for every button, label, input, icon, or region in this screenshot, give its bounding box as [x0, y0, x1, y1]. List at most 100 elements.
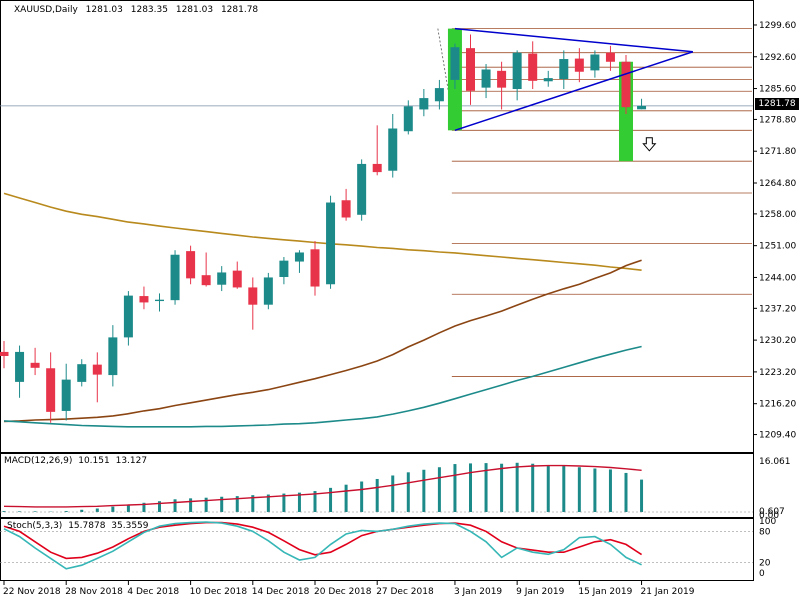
candle-body — [559, 59, 569, 80]
date-tick-label: 4 Dec 2018 — [127, 587, 179, 597]
stoch-pane[interactable] — [0, 518, 754, 581]
macd-histogram-bar — [329, 487, 333, 512]
candle-body — [279, 260, 289, 277]
candle-body — [263, 277, 273, 305]
macd-label: MACD(12,26,9) — [4, 456, 73, 466]
candle-body — [637, 105, 647, 110]
stoch-signal-value: 35.3559 — [111, 521, 149, 531]
date-tick-label: 9 Jan 2019 — [516, 587, 564, 597]
price-tick-label: 1285.60 — [759, 85, 796, 95]
macd-histogram-bar — [251, 495, 255, 512]
macd-histogram-bar — [577, 467, 581, 512]
macd-histogram-bar — [297, 492, 301, 512]
candle-body — [590, 54, 600, 71]
macd-histogram-bar — [375, 478, 379, 512]
macd-histogram-bar — [562, 465, 566, 512]
macd-histogram-bar — [469, 463, 472, 512]
price-tick-label: 1299.60 — [759, 21, 796, 31]
macd-signal-line — [3, 464, 642, 508]
candle-body — [450, 47, 460, 80]
candle-body — [155, 299, 164, 302]
high-value: 1283.35 — [130, 5, 168, 15]
candle-body — [605, 52, 615, 62]
candle-body — [201, 275, 211, 286]
stoch-tick-label: 20 — [759, 559, 771, 569]
candle-body — [466, 48, 475, 91]
macd-histogram-bar — [608, 469, 612, 512]
macd-histogram-bar — [593, 468, 597, 512]
candle-body — [574, 58, 584, 72]
macd-histogram-bar — [391, 475, 395, 512]
candle-body — [0, 351, 9, 357]
macd-histogram-bar — [406, 472, 410, 512]
candle-body — [46, 368, 56, 412]
stoch-tick-label: 80 — [759, 527, 771, 537]
macd-header: MACD(12,26,9) 10.151 13.127 — [4, 456, 152, 467]
candle-body — [30, 362, 40, 368]
ma-mid-line — [3, 259, 642, 423]
macd-tick-label: 0.00 — [759, 511, 779, 521]
candle-body — [512, 52, 522, 90]
candle-body — [139, 296, 149, 303]
stoch-tick-label: 100 — [759, 517, 776, 527]
candle-body — [434, 88, 444, 102]
macd-histogram-bar — [204, 497, 208, 512]
date-tick-label: 15 Jan 2019 — [578, 587, 632, 597]
macd-histogram-bar — [282, 493, 286, 512]
stoch-header: Stoch(5,3,3) 15.7878 35.3559 — [7, 521, 154, 532]
macd-histogram-bar — [33, 511, 37, 512]
macd-histogram-bar — [266, 494, 270, 512]
price-tick-label: 1258.00 — [759, 210, 796, 220]
macd-histogram-bar — [189, 498, 193, 512]
stoch-main-value: 15.7878 — [68, 521, 106, 531]
price-tick-label: 1216.20 — [759, 400, 796, 410]
candle-body — [170, 254, 180, 301]
candle-body — [108, 337, 118, 376]
ma-slow-line — [3, 192, 642, 271]
macd-histogram-bar — [640, 479, 644, 512]
macd-histogram-bar — [546, 465, 550, 512]
symbol-name: XAUUSD,Daily — [14, 5, 78, 15]
macd-histogram-bar — [111, 506, 115, 512]
ma-fast-line — [3, 345, 642, 428]
macd-tick-label: 16.061 — [759, 457, 791, 467]
macd-histogram-bar — [126, 504, 130, 512]
macd-histogram-bar — [2, 511, 6, 512]
macd-histogram-bar — [500, 463, 504, 512]
candle-body — [61, 379, 71, 411]
candle-body — [294, 252, 304, 262]
candle-body — [543, 78, 553, 82]
stoch-tick-label: 0 — [759, 569, 765, 579]
date-tick-label: 20 Dec 2018 — [314, 587, 372, 597]
symbol-header: XAUUSD,Daily 1281.03 1283.35 1281.03 128… — [14, 5, 263, 16]
date-tick-label: 21 Jan 2019 — [641, 587, 695, 597]
price-tick-label: 1271.80 — [759, 147, 796, 157]
triangle-upper-line — [454, 27, 693, 53]
price-tick-label: 1292.60 — [759, 53, 796, 63]
candle-body — [217, 272, 227, 285]
macd-histogram-bar — [64, 511, 68, 512]
candle-body — [15, 351, 25, 382]
macd-histogram-bar — [624, 472, 628, 512]
price-tick-label: 1230.20 — [759, 336, 796, 346]
macd-histogram-bar — [313, 491, 317, 512]
macd-histogram-bar — [422, 469, 426, 512]
date-tick-label: 28 Nov 2018 — [65, 587, 123, 597]
macd-plot — [0, 462, 753, 513]
macd-histogram-bar — [142, 502, 146, 512]
candle-body — [388, 128, 398, 171]
candle-body — [419, 98, 429, 110]
macd-histogram-bar — [515, 462, 519, 512]
price-plot — [0, 27, 753, 428]
candle-body — [403, 106, 413, 132]
stoch-main-line — [3, 521, 642, 570]
candle-body — [621, 61, 631, 108]
candle-body — [528, 53, 538, 81]
macd-histogram-bar — [235, 496, 239, 512]
candle-body — [357, 163, 367, 215]
stoch-label: Stoch(5,3,3) — [7, 521, 63, 531]
open-value: 1281.03 — [85, 5, 123, 15]
candle-body — [497, 70, 507, 88]
macd-histogram-bar — [158, 501, 161, 512]
